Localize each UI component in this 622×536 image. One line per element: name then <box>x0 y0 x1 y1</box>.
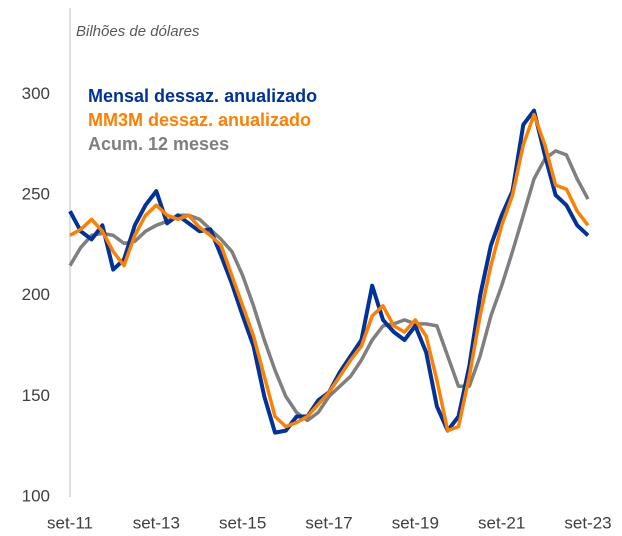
x-tick-label: set-11 <box>47 513 93 532</box>
legend-label: MM3M dessaz. anualizado <box>88 110 311 130</box>
x-tick-label: set-23 <box>564 513 611 532</box>
y-tick-label: 200 <box>22 285 50 304</box>
y-tick-label: 100 <box>22 486 50 505</box>
legend-label: Acum. 12 meses <box>88 134 229 154</box>
chart-subtitle: Bilhões de dólares <box>76 23 200 40</box>
x-tick-label: set-21 <box>478 513 525 532</box>
x-tick-label: set-15 <box>219 513 266 532</box>
legend-label: Mensal dessaz. anualizado <box>88 86 317 106</box>
series-line <box>68 108 590 435</box>
series-line <box>68 149 590 423</box>
series-line <box>69 112 590 433</box>
y-tick-label: 250 <box>22 185 50 204</box>
x-tick-label: set-13 <box>133 513 180 532</box>
y-tick-label: 300 <box>22 84 50 103</box>
x-tick-label: set-17 <box>305 513 352 532</box>
y-tick-label: 150 <box>22 386 50 405</box>
x-tick-label: set-19 <box>392 513 439 532</box>
